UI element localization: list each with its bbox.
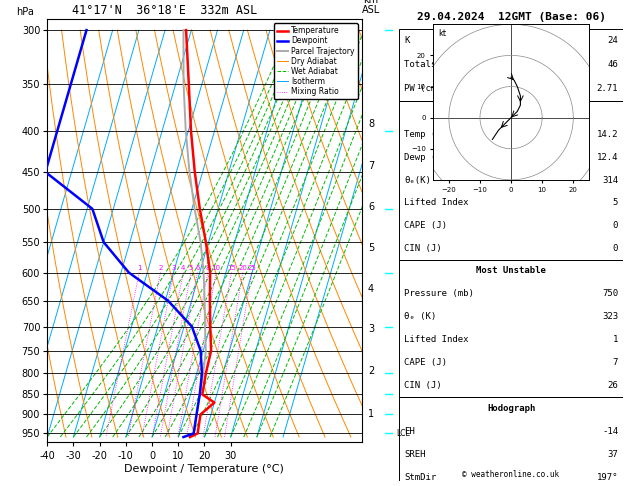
Text: -14: -14 [602,427,618,436]
Text: 14.2: 14.2 [597,130,618,139]
Text: 8: 8 [368,119,374,129]
Text: Totals Totals: Totals Totals [404,60,474,69]
Text: θₑ(K): θₑ(K) [404,176,431,185]
Text: SREH: SREH [404,450,425,459]
Text: 314: 314 [602,176,618,185]
Text: 10: 10 [211,265,221,271]
Text: 1: 1 [137,265,142,271]
Text: Hodograph: Hodograph [487,404,535,413]
Text: 1: 1 [613,335,618,344]
Text: 0: 0 [613,243,618,253]
Text: 5: 5 [613,198,618,208]
Text: 29.04.2024  12GMT (Base: 06): 29.04.2024 12GMT (Base: 06) [416,12,606,22]
Text: 2.71: 2.71 [597,85,618,93]
Text: Pressure (mb): Pressure (mb) [404,290,474,298]
Text: 4: 4 [368,283,374,294]
Text: 7: 7 [368,161,374,171]
Text: 6: 6 [195,265,199,271]
Text: 2: 2 [368,366,374,376]
Text: 3: 3 [171,265,176,271]
Text: EH: EH [404,427,415,436]
Text: Surface: Surface [493,108,530,117]
Text: Dewp (°C): Dewp (°C) [404,153,452,162]
Text: hPa: hPa [16,7,33,17]
Text: © weatheronline.co.uk: © weatheronline.co.uk [462,470,560,479]
Text: LCL: LCL [396,429,410,438]
Text: 15: 15 [227,265,236,271]
Text: 0: 0 [613,221,618,230]
Text: 8: 8 [206,265,210,271]
Text: CIN (J): CIN (J) [404,381,442,390]
Text: 41°17'N  36°18'E  332m ASL: 41°17'N 36°18'E 332m ASL [72,4,258,17]
Legend: Temperature, Dewpoint, Parcel Trajectory, Dry Adiabat, Wet Adiabat, Isotherm, Mi: Temperature, Dewpoint, Parcel Trajectory… [274,23,358,99]
Text: Most Unstable: Most Unstable [476,266,546,276]
Text: CIN (J): CIN (J) [404,243,442,253]
Text: CAPE (J): CAPE (J) [404,358,447,367]
Text: 46: 46 [608,60,618,69]
Text: 197°: 197° [597,473,618,482]
Text: Lifted Index: Lifted Index [404,335,469,344]
Text: km
ASL: km ASL [362,0,381,15]
Text: Lifted Index: Lifted Index [404,198,469,208]
Text: StmDir: StmDir [404,473,436,482]
Text: 12.4: 12.4 [597,153,618,162]
Text: 37: 37 [608,450,618,459]
Text: 3: 3 [368,324,374,334]
Text: 750: 750 [602,290,618,298]
X-axis label: Dewpoint / Temperature (°C): Dewpoint / Temperature (°C) [125,464,284,474]
Text: 323: 323 [602,312,618,321]
Text: 26: 26 [608,381,618,390]
Text: 1: 1 [368,409,374,419]
Text: 5: 5 [189,265,193,271]
Text: 20: 20 [238,265,247,271]
Text: 24: 24 [608,36,618,45]
Text: 6: 6 [368,202,374,212]
Text: 7: 7 [613,358,618,367]
Text: K: K [404,36,409,45]
Text: PW (cm): PW (cm) [404,85,442,93]
Text: CAPE (J): CAPE (J) [404,221,447,230]
Text: 2: 2 [159,265,163,271]
Text: 4: 4 [181,265,186,271]
Text: 5: 5 [368,243,374,253]
Text: 25: 25 [247,265,256,271]
Text: Temp (°C): Temp (°C) [404,130,452,139]
Text: kt: kt [438,29,446,38]
Text: θₑ (K): θₑ (K) [404,312,436,321]
